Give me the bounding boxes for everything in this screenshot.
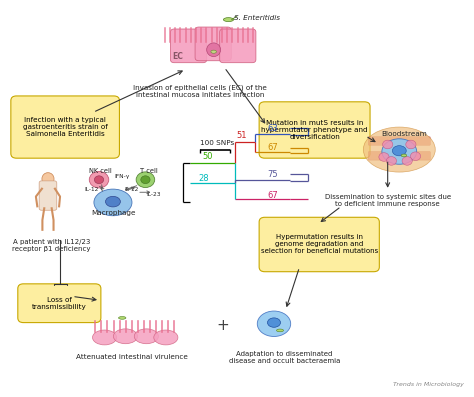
Text: 100 SNPs: 100 SNPs [200, 140, 234, 146]
Circle shape [383, 140, 393, 149]
Text: 50: 50 [202, 152, 212, 161]
Ellipse shape [136, 172, 155, 187]
FancyBboxPatch shape [195, 27, 231, 61]
Ellipse shape [211, 50, 217, 53]
Ellipse shape [134, 329, 158, 344]
Circle shape [386, 156, 397, 165]
Text: Bloodstream: Bloodstream [381, 131, 427, 137]
Circle shape [379, 153, 389, 161]
Ellipse shape [89, 172, 109, 188]
Text: IL-23: IL-23 [146, 192, 161, 197]
Ellipse shape [276, 329, 283, 332]
FancyBboxPatch shape [368, 152, 430, 160]
FancyBboxPatch shape [368, 137, 430, 145]
Text: Invasion of epithelial cells (EC) of the
intestinal mucosa initiates infection: Invasion of epithelial cells (EC) of the… [133, 84, 267, 98]
Text: +: + [217, 318, 229, 333]
Ellipse shape [267, 318, 281, 327]
Text: Loss of
transmissibility: Loss of transmissibility [32, 297, 87, 310]
Circle shape [410, 152, 420, 160]
FancyBboxPatch shape [219, 29, 256, 63]
Ellipse shape [94, 189, 132, 216]
Text: Dissemination to systemic sites due
to deficient immune response: Dissemination to systemic sites due to d… [325, 194, 451, 207]
Circle shape [406, 140, 416, 149]
Text: T cell: T cell [140, 168, 157, 174]
Circle shape [141, 176, 150, 184]
Ellipse shape [113, 329, 137, 344]
Text: Hypermutation results in
genome degradation and
selection for beneficial mutatio: Hypermutation results in genome degradat… [261, 235, 378, 254]
Text: 28: 28 [198, 174, 209, 183]
Circle shape [402, 156, 412, 165]
Text: Mutation in mutS results in
hypermutator phenotype and
diversification: Mutation in mutS results in hypermutator… [261, 120, 368, 140]
Text: Trends in Microbiology: Trends in Microbiology [393, 382, 464, 387]
Ellipse shape [223, 17, 234, 21]
Ellipse shape [401, 154, 407, 157]
Text: 51: 51 [236, 131, 246, 140]
FancyBboxPatch shape [171, 29, 207, 63]
Text: IFN-γ: IFN-γ [115, 174, 130, 179]
Ellipse shape [382, 139, 417, 164]
FancyBboxPatch shape [259, 217, 379, 272]
Ellipse shape [92, 330, 117, 345]
FancyBboxPatch shape [11, 96, 119, 158]
Text: IL-12: IL-12 [124, 187, 139, 193]
Text: S. Enteritidis: S. Enteritidis [234, 15, 280, 21]
Ellipse shape [257, 311, 291, 337]
Text: Macrophage: Macrophage [91, 210, 136, 216]
Text: EC: EC [173, 52, 183, 61]
Ellipse shape [106, 197, 120, 207]
Ellipse shape [363, 127, 435, 172]
Text: 63: 63 [267, 124, 278, 133]
Ellipse shape [42, 173, 54, 185]
Circle shape [94, 176, 104, 184]
Text: 67: 67 [267, 143, 278, 152]
FancyBboxPatch shape [259, 102, 370, 158]
Text: A patient with IL12/23
receptor β1 deficiency: A patient with IL12/23 receptor β1 defic… [12, 239, 91, 252]
Ellipse shape [154, 330, 178, 345]
Ellipse shape [392, 146, 406, 156]
FancyBboxPatch shape [39, 181, 57, 210]
Ellipse shape [118, 316, 126, 319]
Ellipse shape [207, 43, 220, 57]
Text: 75: 75 [267, 170, 278, 179]
FancyBboxPatch shape [18, 284, 101, 323]
Text: 67: 67 [267, 191, 278, 200]
Text: IL-12: IL-12 [85, 187, 99, 193]
Text: Infection with a typical
gastroenteritis strain of
Salmonella Enteritidis: Infection with a typical gastroenteritis… [23, 117, 108, 137]
Text: Adaptation to disseminated
disease and occult bacteraemia: Adaptation to disseminated disease and o… [229, 351, 340, 364]
Text: NK cell: NK cell [89, 168, 111, 174]
Text: Attenuated intestinal virulence: Attenuated intestinal virulence [75, 354, 187, 360]
